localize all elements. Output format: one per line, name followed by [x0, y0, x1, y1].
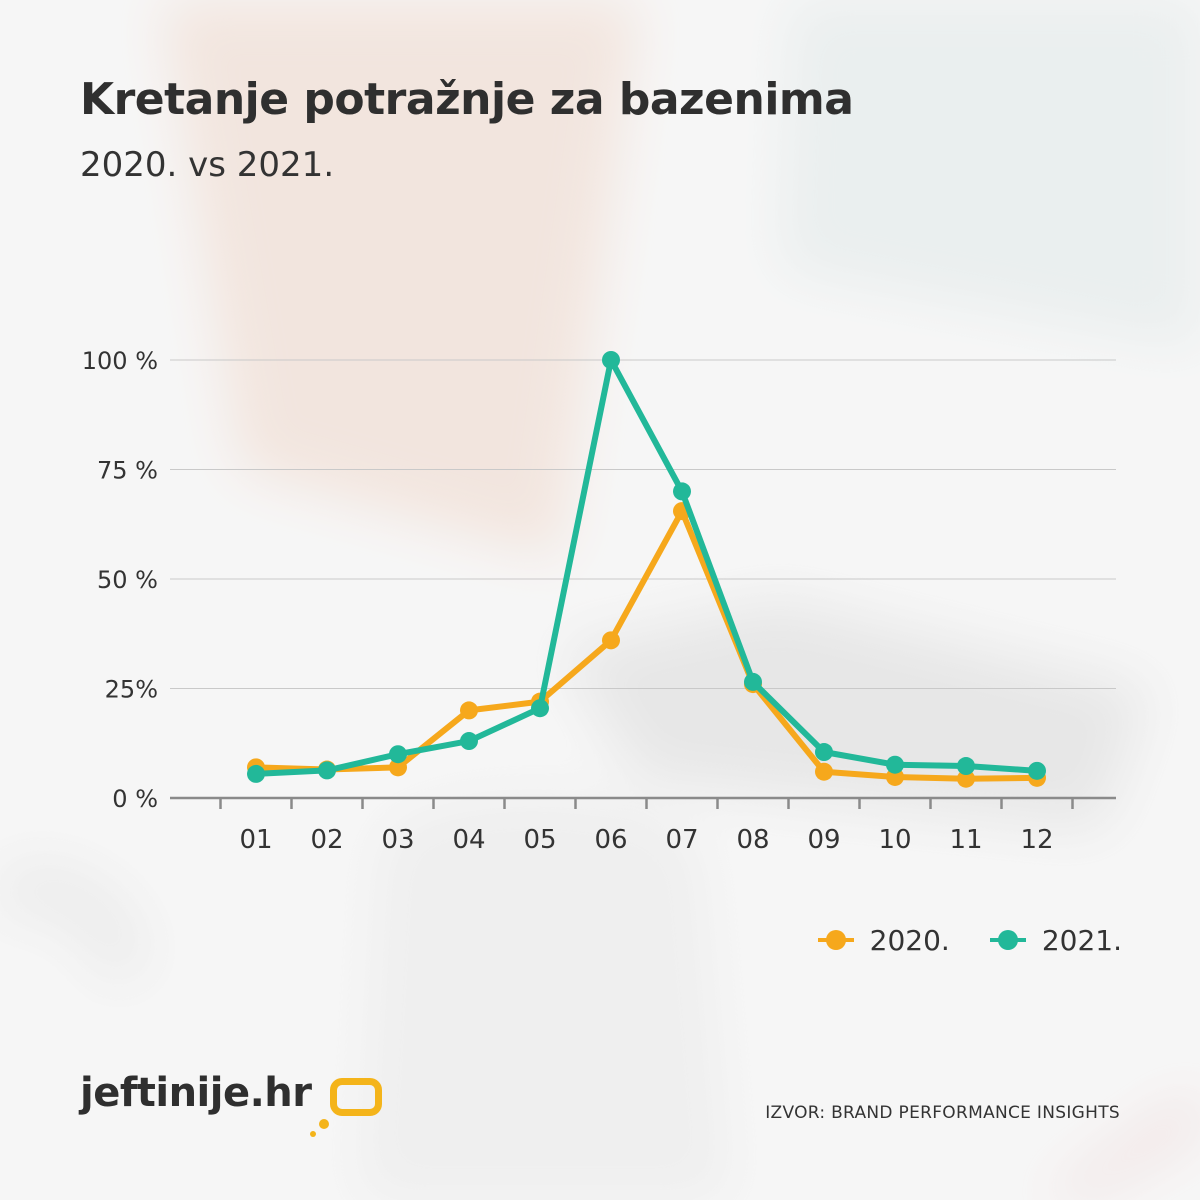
legend-item-2020[interactable]: 2020.: [817, 923, 950, 957]
legend-marker-2020: [817, 930, 854, 950]
legend-label-2021: 2021.: [1041, 923, 1122, 957]
data-point-2021: [460, 732, 478, 751]
data-point-2021: [318, 761, 336, 780]
y-tick-label: 75 %: [97, 457, 158, 485]
x-tick-label: 01: [239, 825, 272, 855]
data-point-2021: [389, 745, 407, 764]
y-tick-label: 25%: [105, 676, 158, 704]
y-tick-label: 50 %: [97, 566, 158, 594]
chart-legend: 2020. 2021.: [778, 920, 1122, 960]
data-point-2020: [389, 758, 407, 777]
data-point-2021: [886, 755, 904, 774]
page-title: Kretanje potražnje za bazenima: [80, 74, 854, 125]
data-point-2021: [602, 351, 620, 369]
x-tick-label: 11: [949, 825, 982, 855]
data-point-2020: [602, 631, 620, 650]
x-tick-label: 12: [1020, 825, 1053, 855]
data-point-2020: [957, 769, 975, 788]
x-tick-label: 06: [594, 825, 627, 855]
series-line-2020: [253, 508, 1040, 782]
data-point-2021: [1028, 761, 1046, 780]
data-point-2021: [531, 699, 549, 718]
data-point-2021: [673, 482, 691, 501]
logo-speech-bubble-icon: [330, 1078, 382, 1116]
legend-item-2021[interactable]: 2021.: [989, 923, 1122, 957]
data-point-2020: [460, 701, 478, 720]
data-point-2021: [957, 757, 975, 776]
x-tick-label: 09: [807, 825, 840, 855]
x-tick-label: 03: [381, 825, 414, 855]
x-tick-label: 04: [452, 825, 485, 855]
logo-dot-icon: [319, 1119, 329, 1129]
brand-logo[interactable]: jeftinije.hr: [80, 1070, 382, 1137]
y-tick-label: 0 %: [112, 785, 158, 813]
x-tick-label: 07: [665, 825, 698, 855]
series-line-2021: [253, 357, 1040, 777]
x-tick-label: 10: [878, 825, 911, 855]
legend-label-2020: 2020.: [869, 923, 950, 957]
data-point-2021: [247, 764, 265, 783]
data-point-2020: [815, 762, 833, 781]
source-note: IZVOR: BRAND PERFORMANCE INSIGHTS: [765, 1103, 1120, 1123]
data-point-2021: [815, 743, 833, 762]
x-tick-label: 08: [736, 825, 769, 855]
page-subtitle: 2020. vs 2021.: [80, 145, 335, 185]
logo-dot-small-icon: [310, 1131, 316, 1137]
data-point-2021: [744, 672, 762, 691]
legend-marker-2021: [989, 930, 1026, 950]
x-tick-label: 05: [523, 825, 556, 855]
y-tick-label: 100 %: [82, 347, 158, 375]
x-tick-label: 02: [310, 825, 343, 855]
logo-text: jeftinije.hr: [80, 1070, 312, 1116]
